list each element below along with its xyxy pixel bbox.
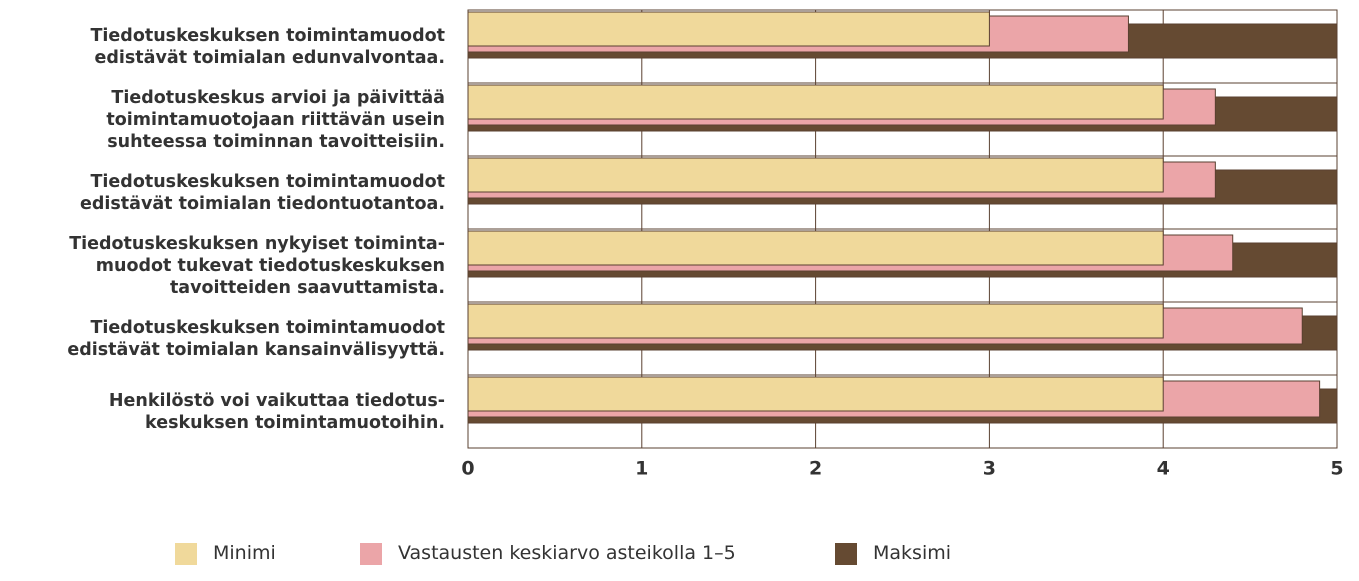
- x-tick-label: 3: [983, 458, 996, 480]
- category-label: Tiedotuskeskus arvioi ja päivittää toimi…: [106, 87, 445, 152]
- bar: [467, 230, 1164, 266]
- legend-label: Maksimi: [873, 542, 952, 564]
- x-tick-label: 4: [1157, 458, 1170, 480]
- bar: [467, 11, 990, 47]
- category-label: Tiedotuskeskuksen toimintamuodot edistäv…: [79, 171, 445, 214]
- bar: [467, 376, 1164, 412]
- x-tick-label: 2: [809, 458, 822, 480]
- bar: [467, 84, 1164, 120]
- legend-swatch: [175, 543, 197, 565]
- bar: [467, 157, 1164, 193]
- category-label: Tiedotuskeskuksen nykyiset toiminta- muo…: [69, 233, 445, 298]
- category-label: Tiedotuskeskuksen toimintamuodot edistäv…: [90, 25, 445, 68]
- category-label: Henkilöstö voi vaikuttaa tiedotus- kesku…: [108, 390, 445, 433]
- plot-border: [467, 9, 1338, 449]
- category-label: Tiedotuskeskuksen toimintamuodot edistäv…: [67, 317, 445, 360]
- legend-label: Minimi: [213, 542, 276, 564]
- legend-swatch: [835, 543, 857, 565]
- legend-swatch: [360, 543, 382, 565]
- bar: [467, 303, 1164, 339]
- x-tick-label: 0: [461, 458, 474, 480]
- x-tick-label: 5: [1330, 458, 1343, 480]
- x-tick-label: 1: [635, 458, 648, 480]
- legend-label: Vastausten keskiarvo asteikolla 1–5: [398, 542, 736, 564]
